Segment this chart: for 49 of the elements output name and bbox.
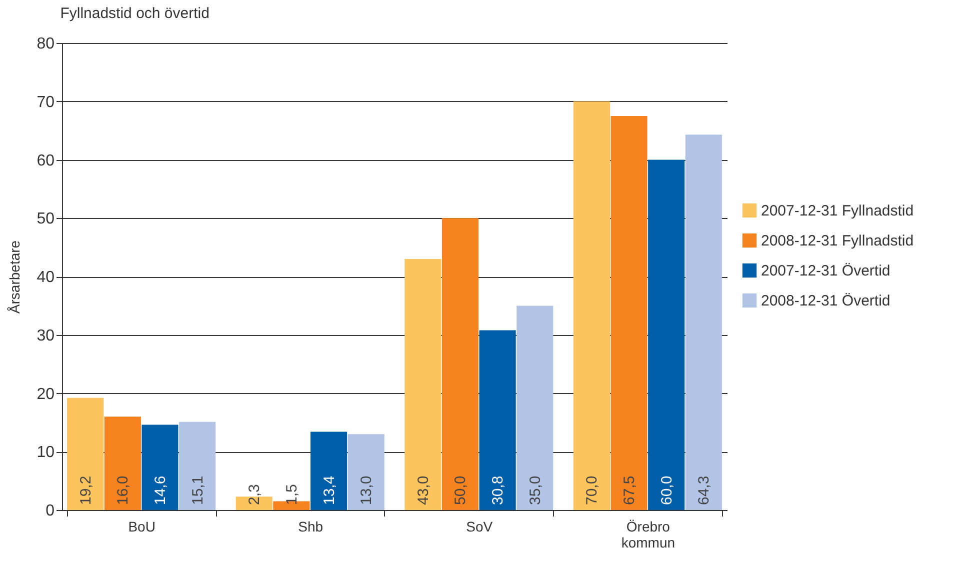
chart-title: Fyllnadstid och övertid — [60, 5, 210, 22]
x-tick-label: Shb — [298, 518, 324, 534]
data-label: 35,0 — [526, 476, 544, 505]
bar — [142, 424, 178, 510]
data-label: 67,5 — [621, 476, 638, 505]
bar — [685, 134, 722, 510]
legend-label: 2007-12-31 Fyllnadstid — [761, 202, 914, 220]
y-tick-label: 0 — [46, 502, 55, 520]
data-label: 2,3 — [246, 484, 264, 505]
bar — [348, 434, 384, 510]
y-tick-label: 40 — [36, 269, 55, 286]
bar — [442, 218, 479, 510]
data-label: 14,6 — [152, 476, 169, 505]
y-tick-label: 20 — [36, 386, 55, 403]
x-tick-label: BoU — [128, 518, 156, 534]
data-label: 19,2 — [77, 476, 94, 505]
y-tick-label: 10 — [36, 444, 55, 462]
y-tick-label: 30 — [36, 327, 55, 344]
bar — [404, 258, 442, 510]
data-label: 43,0 — [414, 476, 432, 505]
legend-label: 2008-12-31 Övertid — [761, 292, 890, 310]
y-axis-title: Årsarbetare — [6, 240, 23, 314]
data-label: 64,3 — [696, 476, 713, 505]
bar — [573, 101, 610, 510]
bar — [179, 422, 216, 510]
bar — [648, 160, 685, 510]
bar — [104, 416, 141, 510]
legend-label: 2008-12-31 Fyllnadstid — [761, 232, 914, 250]
bar — [516, 306, 554, 510]
data-label: 60,0 — [658, 476, 676, 505]
data-label: 30,8 — [490, 476, 507, 505]
y-tick-label: 80 — [36, 36, 55, 52]
data-label: 50,0 — [452, 476, 470, 505]
data-label: 1,5 — [283, 484, 300, 505]
data-label: 70,0 — [584, 476, 601, 505]
bar — [610, 116, 648, 510]
x-tick-label: SoV — [466, 518, 494, 534]
data-label: 13,4 — [320, 476, 338, 505]
data-label: 13,0 — [358, 476, 376, 505]
x-tick-label: Örebro kommun — [621, 518, 676, 550]
y-tick-label: 50 — [36, 210, 55, 228]
y-tick-label: 70 — [36, 94, 55, 111]
legend-label: 2007-12-31 Övertid — [761, 262, 890, 280]
bar — [479, 330, 516, 510]
y-tick-label: 60 — [36, 152, 55, 170]
bar — [67, 398, 104, 510]
bar — [310, 432, 348, 510]
data-label: 16,0 — [114, 476, 132, 505]
data-label: 15,1 — [189, 476, 206, 505]
